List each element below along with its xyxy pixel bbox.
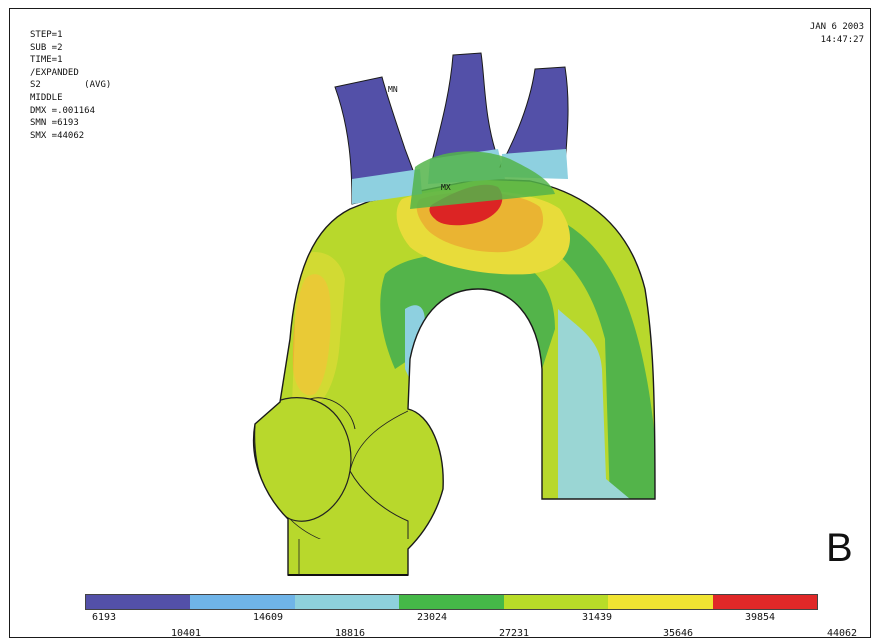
date-text: JAN 6 2003 bbox=[810, 21, 864, 34]
legend-tick-label: 44062 bbox=[827, 628, 857, 639]
min-marker-label: MN bbox=[388, 85, 398, 94]
branch-vessels bbox=[335, 53, 568, 209]
legend-swatch bbox=[190, 595, 294, 609]
max-marker-label: MX bbox=[441, 183, 451, 192]
info-line: S2 (AVG) bbox=[30, 79, 111, 92]
legend-tick-label: 39854 bbox=[745, 612, 775, 623]
aorta-contour-plot bbox=[10, 9, 871, 638]
legend-swatch bbox=[504, 595, 608, 609]
info-line: STEP=1 bbox=[30, 29, 111, 42]
info-line: DMX =.001164 bbox=[30, 105, 111, 118]
legend-swatch bbox=[399, 595, 503, 609]
time-text: 14:47:27 bbox=[810, 34, 864, 47]
timestamp: JAN 6 2003 14:47:27 bbox=[810, 21, 864, 47]
legend-tick-label: 18816 bbox=[335, 628, 365, 639]
legend-swatch bbox=[295, 595, 399, 609]
panel-letter: B bbox=[826, 528, 853, 568]
aorta-arch bbox=[240, 169, 670, 579]
legend-tick-label: 14609 bbox=[253, 612, 283, 623]
viewport-frame: STEP=1 SUB =2 TIME=1 /EXPANDED S2 (AVG) … bbox=[9, 8, 871, 638]
info-line: MIDDLE bbox=[30, 92, 111, 105]
info-line: TIME=1 bbox=[30, 54, 111, 67]
color-legend-bar bbox=[85, 594, 818, 610]
legend-swatch bbox=[86, 595, 190, 609]
legend-tick-label: 23024 bbox=[417, 612, 447, 623]
legend-tick-label: 27231 bbox=[499, 628, 529, 639]
info-line: /EXPANDED bbox=[30, 67, 111, 80]
legend-tick-label: 31439 bbox=[582, 612, 612, 623]
legend-tick-label: 6193 bbox=[92, 612, 116, 623]
result-info-panel: STEP=1 SUB =2 TIME=1 /EXPANDED S2 (AVG) … bbox=[30, 29, 111, 142]
info-line: SUB =2 bbox=[30, 42, 111, 55]
legend-tick-label: 35646 bbox=[663, 628, 693, 639]
legend-swatch bbox=[713, 595, 817, 609]
legend-swatch bbox=[608, 595, 712, 609]
legend-tick-label: 10401 bbox=[171, 628, 201, 639]
info-line: SMN =6193 bbox=[30, 117, 111, 130]
info-line: SMX =44062 bbox=[30, 130, 111, 143]
